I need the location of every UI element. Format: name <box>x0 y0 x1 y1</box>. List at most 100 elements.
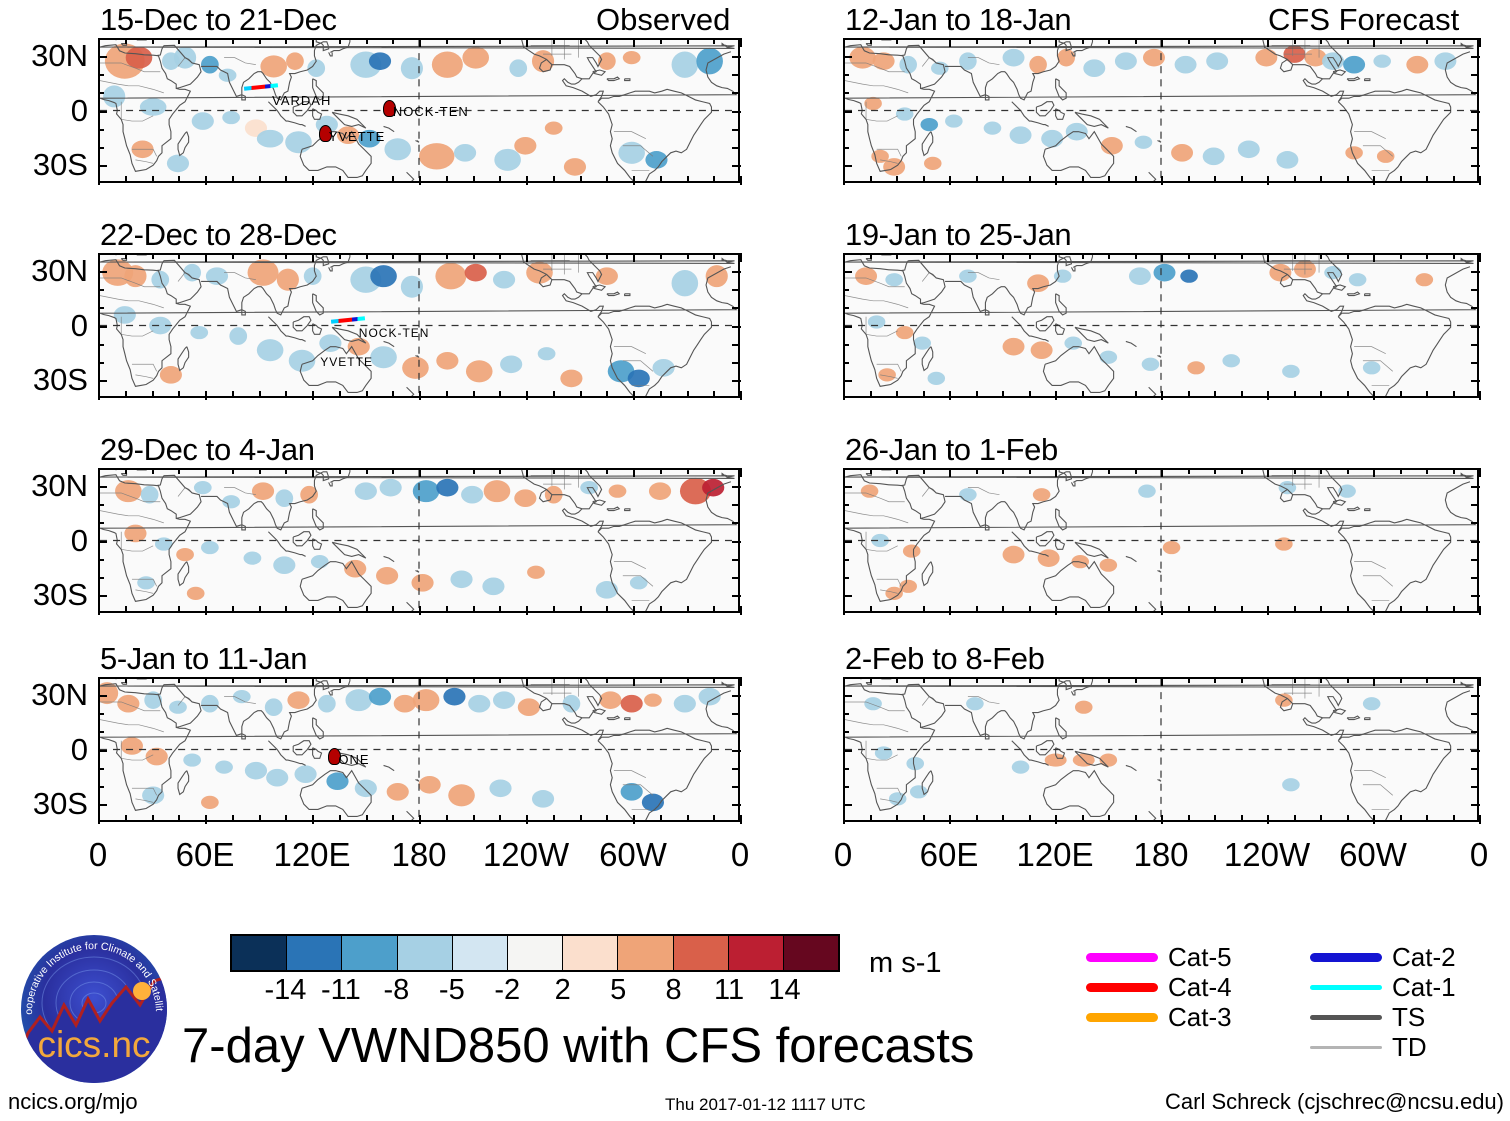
axis-tick <box>1134 253 1137 259</box>
legend-label: Cat-3 <box>1168 1002 1232 1032</box>
axis-tick <box>98 731 104 734</box>
map-panel[interactable] <box>843 38 1479 183</box>
axis-tick <box>1267 253 1269 262</box>
axis-tick <box>98 767 104 770</box>
axis-tick <box>1471 486 1480 489</box>
axis-tick <box>445 391 448 397</box>
axis-tick <box>633 38 635 47</box>
axis-tick <box>1471 325 1480 328</box>
axis-tick <box>285 606 288 612</box>
footer-left-link[interactable]: ncics.org/mjo <box>8 1089 138 1114</box>
axis-tick <box>1346 468 1349 474</box>
y-axis-tick-label: 30N <box>31 253 88 289</box>
axis-tick <box>312 38 314 47</box>
panel-title: 5-Jan to 11-Jan <box>100 641 308 676</box>
map-panel[interactable] <box>843 677 1479 822</box>
map-panel[interactable] <box>843 468 1479 613</box>
axis-tick <box>151 677 154 683</box>
axis-tick <box>732 379 741 382</box>
axis-tick <box>869 38 872 44</box>
axis-tick <box>419 38 421 47</box>
axis-tick <box>1240 468 1243 474</box>
axis-tick <box>843 92 849 95</box>
axis-tick <box>552 253 555 259</box>
axis-tick <box>606 815 609 821</box>
storm-label: YVETTE <box>320 355 373 370</box>
axis-tick <box>1293 253 1296 259</box>
axis-tick <box>285 253 288 259</box>
axis-tick <box>1161 815 1163 824</box>
axis-tick <box>1002 606 1004 612</box>
axis-tick <box>1028 606 1031 612</box>
axis-tick <box>499 468 502 474</box>
column-header-observed: Observed <box>596 2 731 37</box>
axis-tick <box>1214 677 1216 683</box>
axis-tick <box>869 391 872 397</box>
axis-tick <box>526 677 528 686</box>
axis-tick <box>659 606 662 612</box>
axis-tick <box>365 677 368 683</box>
axis-tick <box>1134 606 1137 612</box>
axis-tick <box>1267 391 1269 400</box>
axis-tick <box>896 176 898 182</box>
storm-legend-item: TS <box>1310 1002 1456 1032</box>
axis-tick <box>732 289 738 292</box>
map-panel[interactable] <box>843 253 1479 398</box>
axis-tick <box>732 594 741 597</box>
axis-tick <box>1081 38 1084 44</box>
axis-tick <box>1108 815 1110 821</box>
axis-tick <box>740 468 742 477</box>
axis-tick <box>472 253 475 259</box>
axis-tick <box>975 606 978 612</box>
storm-marker <box>328 747 342 765</box>
colorbar-tick-label: -2 <box>494 974 521 1006</box>
axis-tick <box>732 713 738 716</box>
axis-tick <box>472 391 475 397</box>
axis-tick <box>1187 468 1190 474</box>
map-panel[interactable]: ONE <box>98 677 740 822</box>
axis-tick <box>151 468 154 474</box>
axis-tick <box>949 391 951 400</box>
axis-tick <box>1081 677 1084 683</box>
axis-tick <box>1161 606 1163 615</box>
axis-tick <box>98 56 107 59</box>
axis-tick <box>843 289 849 292</box>
axis-tick <box>526 606 528 615</box>
axis-tick <box>732 558 738 561</box>
axis-tick <box>1426 38 1428 44</box>
axis-tick <box>1471 271 1480 274</box>
axis-tick <box>1240 606 1243 612</box>
axis-tick <box>1399 38 1402 44</box>
axis-tick <box>1452 468 1455 474</box>
axis-tick <box>98 361 104 364</box>
axis-tick <box>1161 468 1163 477</box>
axis-tick <box>713 815 716 821</box>
axis-tick <box>1373 815 1375 824</box>
map-contours <box>100 40 738 181</box>
axis-tick <box>1187 253 1190 259</box>
axis-tick <box>1479 38 1481 47</box>
axis-tick <box>869 677 872 683</box>
axis-tick <box>922 677 925 683</box>
legend-label: TS <box>1392 1002 1426 1032</box>
axis-tick <box>1373 468 1375 477</box>
axis-tick <box>1373 391 1375 400</box>
map-panel[interactable] <box>98 468 740 613</box>
axis-tick <box>365 391 368 397</box>
map-panel[interactable]: NOCK-TEN YVETTE <box>98 253 740 398</box>
legend-label: Cat-5 <box>1168 942 1232 972</box>
axis-tick <box>552 391 555 397</box>
storm-label: YVETTE <box>328 128 386 144</box>
axis-tick <box>258 253 261 259</box>
axis-tick <box>1081 176 1084 182</box>
axis-tick <box>205 253 207 262</box>
axis-tick <box>1161 677 1163 686</box>
axis-tick <box>98 558 104 561</box>
x-axis-tick-label: 60E <box>175 836 235 873</box>
map-panel[interactable]: VARDAH NOCK-TEN YVETTE <box>98 38 740 183</box>
axis-tick <box>606 468 609 474</box>
axis-tick <box>445 606 448 612</box>
legend-line-swatch <box>1310 1014 1382 1020</box>
axis-tick <box>1081 815 1084 821</box>
axis-tick <box>98 325 107 328</box>
